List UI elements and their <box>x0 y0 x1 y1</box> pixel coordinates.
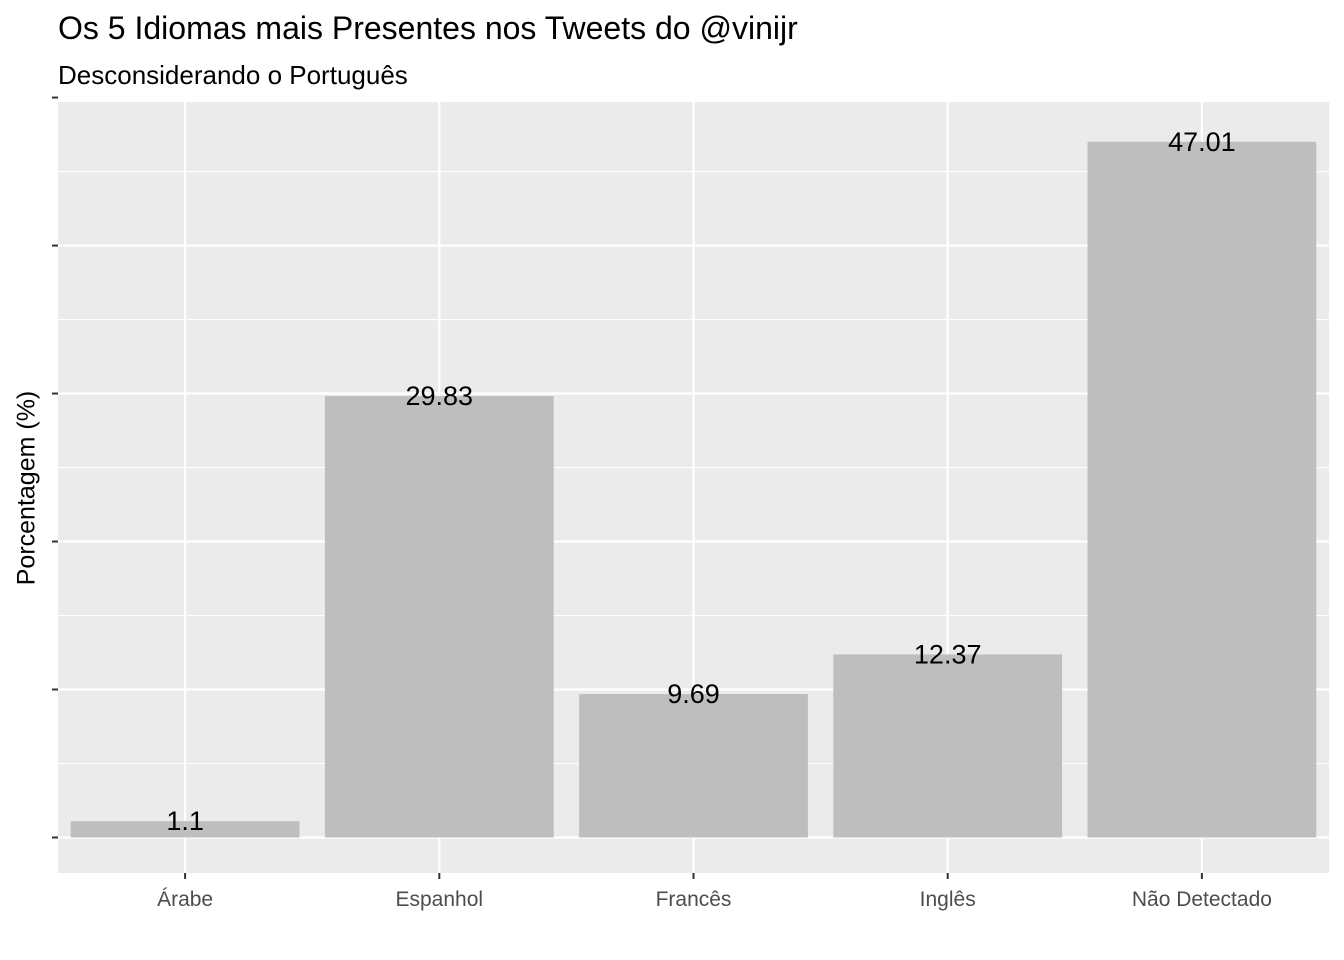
bar <box>324 396 554 838</box>
x-tick-label: Espanhol <box>396 888 484 911</box>
data-label: 29.83 <box>406 381 474 411</box>
data-label: 47.01 <box>1168 127 1236 157</box>
data-label: 1.1 <box>166 806 204 836</box>
x-tick-label: Inglês <box>920 888 976 911</box>
chart-title: Os 5 Idiomas mais Presentes nos Tweets d… <box>58 10 798 46</box>
x-tick-label: Árabe <box>157 888 213 911</box>
x-tick-label: Não Detectado <box>1132 888 1272 911</box>
chart-subtitle: Desconsiderando o Português <box>58 60 408 90</box>
data-label: 9.69 <box>667 679 720 709</box>
bar <box>579 694 808 838</box>
bars <box>70 141 1317 838</box>
x-tick-label: Francês <box>656 888 732 911</box>
data-label: 12.37 <box>914 639 982 669</box>
bar <box>1087 141 1317 838</box>
data-labels: 1.1 29.83 9.69 12.37 47.01 <box>166 127 1235 836</box>
bar <box>833 654 1063 838</box>
bar <box>70 821 300 838</box>
x-axis: Árabe Espanhol Francês Inglês Não Detectado <box>157 873 1272 911</box>
y-axis-ticks <box>52 96 58 839</box>
